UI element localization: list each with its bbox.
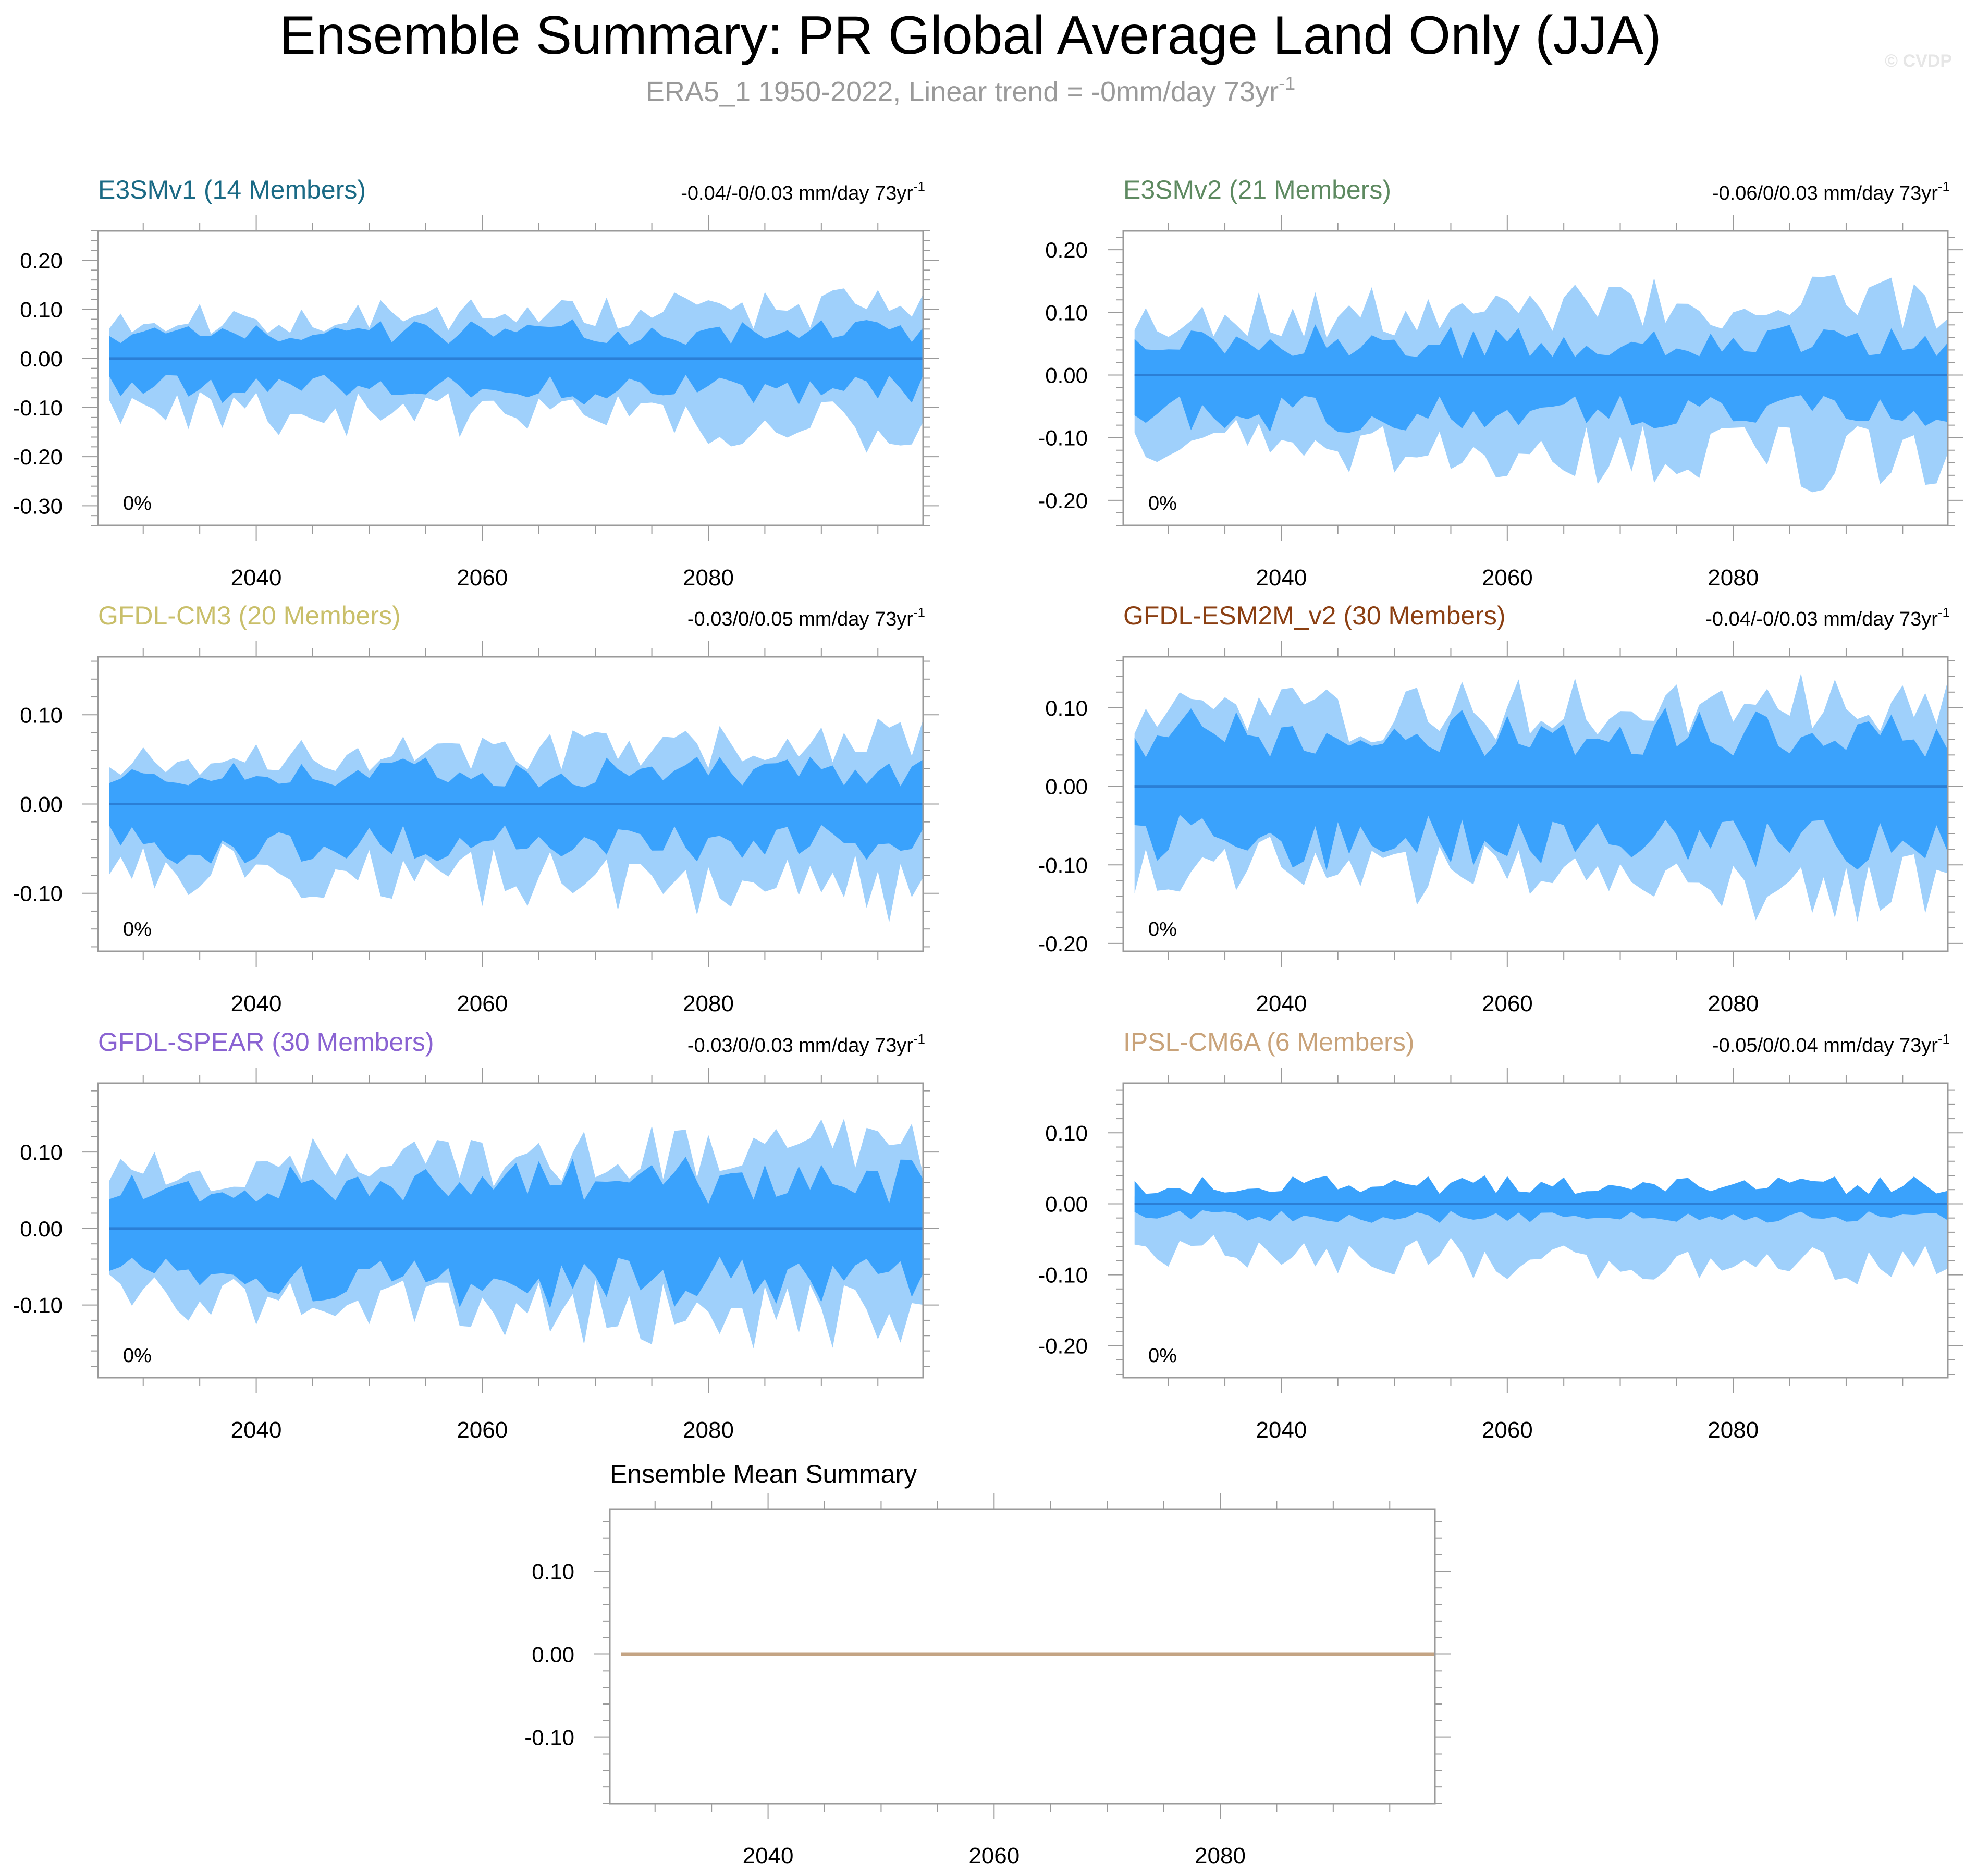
- figure-subtitle-sup: -1: [1279, 72, 1295, 94]
- y-tick-label: -0.20: [1038, 488, 1088, 513]
- panel-3: GFDL-ESM2M_v2 (30 Members) -0.04/-0/0.03 …: [1038, 601, 1963, 1016]
- x-tick-label: 2040: [1256, 991, 1307, 1016]
- x-tick-label: 2080: [1708, 565, 1759, 591]
- inner-range-band: [1134, 707, 1948, 871]
- x-tick-label: 2060: [968, 1843, 1020, 1869]
- panel-trend: -0.04/-0/0.03 mm/day 73yr-1: [681, 179, 925, 204]
- y-tick-label: -0.20: [13, 445, 63, 469]
- panel-title: GFDL-CM3 (20 Members): [98, 601, 401, 630]
- y-tick-label: 0.00: [1045, 775, 1088, 799]
- panel-2: GFDL-CM3 (20 Members) -0.03/0/0.05 mm/day…: [13, 601, 939, 1016]
- plot-frame: [97, 1082, 924, 1379]
- x-tick-label: 2080: [683, 565, 734, 591]
- percent-label: 0%: [123, 918, 152, 940]
- inner-range-band: [109, 756, 923, 864]
- y-tick-label: 0.10: [1045, 300, 1088, 325]
- panel-title: E3SMv1 (14 Members): [98, 175, 366, 204]
- plot-frame: [1122, 230, 1949, 526]
- y-tick-label: 0.10: [20, 1140, 63, 1164]
- y-tick-label: -0.30: [13, 494, 63, 518]
- y-tick-label: -0.10: [1038, 1263, 1088, 1288]
- panel-title: GFDL-SPEAR (30 Members): [98, 1027, 434, 1057]
- panel-1: E3SMv2 (21 Members) -0.06/0/0.03 mm/day 7…: [1038, 175, 1963, 591]
- percent-label: 0%: [1148, 1345, 1177, 1367]
- figure-title: Ensemble Summary: PR Global Average Land…: [279, 5, 1661, 66]
- y-tick-label: 0.10: [532, 1559, 574, 1584]
- inner-range-band: [109, 1157, 923, 1309]
- y-tick-label: -0.10: [13, 396, 63, 420]
- x-tick-label: 2060: [457, 565, 508, 591]
- watermark: © CVDP: [1885, 51, 1952, 71]
- y-tick-label: -0.20: [1038, 1334, 1088, 1358]
- percent-label: 0%: [1148, 493, 1177, 514]
- x-tick-label: 2040: [231, 1417, 282, 1443]
- panel-4: GFDL-SPEAR (30 Members) -0.03/0/0.03 mm/d…: [13, 1027, 939, 1443]
- panel-6: Ensemble Mean Summary 2040 2060 2080 0.10 0.0…: [524, 1460, 1451, 1869]
- y-tick-label: -0.20: [1038, 931, 1088, 956]
- x-tick-label: 2060: [457, 991, 508, 1016]
- plot-frame: [609, 1508, 1436, 1805]
- y-tick-label: -0.10: [1038, 853, 1088, 877]
- x-tick-label: 2080: [683, 1417, 734, 1443]
- panel-title: Ensemble Mean Summary: [610, 1460, 917, 1489]
- y-tick-label: 0.10: [20, 703, 63, 727]
- percent-label: 0%: [123, 493, 152, 514]
- x-tick-label: 2040: [1256, 565, 1307, 591]
- y-tick-label: 0.10: [1045, 1121, 1088, 1145]
- percent-label: 0%: [1148, 918, 1177, 940]
- panel-0: E3SMv1 (14 Members) -0.04/-0/0.03 mm/day …: [13, 175, 939, 591]
- inner-range-band: [1134, 324, 1948, 433]
- y-tick-label: -0.10: [13, 1293, 63, 1318]
- plot-frame: [1122, 656, 1949, 952]
- panel-5: IPSL-CM6A (6 Members) -0.05/0/0.04 mm/day…: [1038, 1027, 1963, 1443]
- percent-label: 0%: [123, 1345, 152, 1367]
- y-tick-label: 0.00: [20, 347, 63, 371]
- x-tick-label: 2040: [743, 1843, 794, 1869]
- x-tick-label: 2040: [231, 565, 282, 591]
- panel-trend: -0.03/0/0.03 mm/day 73yr-1: [687, 1031, 925, 1057]
- figure-subtitle: ERA5_1 1950-2022, Linear trend = -0mm/da…: [646, 72, 1295, 107]
- y-tick-label: 0.00: [1045, 1192, 1088, 1216]
- x-tick-label: 2040: [1256, 1417, 1307, 1443]
- x-tick-label: 2080: [1708, 1417, 1759, 1443]
- x-tick-label: 2060: [1482, 565, 1533, 591]
- y-tick-label: -0.10: [524, 1725, 574, 1750]
- y-tick-label: 0.00: [1045, 363, 1088, 387]
- panel-title: E3SMv2 (21 Members): [1123, 175, 1391, 204]
- x-tick-label: 2060: [1482, 1417, 1533, 1443]
- y-tick-label: -0.10: [1038, 426, 1088, 450]
- y-tick-label: 0.20: [20, 249, 63, 273]
- y-tick-label: 0.10: [1045, 696, 1088, 720]
- inner-range-band: [109, 319, 923, 405]
- panel-trend: -0.04/-0/0.03 mm/day 73yr-1: [1705, 605, 1950, 630]
- x-tick-label: 2040: [231, 991, 282, 1016]
- plot-frame: [1122, 1082, 1949, 1379]
- x-tick-label: 2080: [683, 991, 734, 1016]
- panel-title: IPSL-CM6A (6 Members): [1123, 1027, 1414, 1057]
- y-tick-label: 0.10: [20, 298, 63, 322]
- y-tick-label: -0.10: [13, 881, 63, 906]
- x-tick-label: 2060: [457, 1417, 508, 1443]
- inner-range-band: [1134, 1175, 1948, 1223]
- panel-trend: -0.03/0/0.05 mm/day 73yr-1: [687, 605, 925, 630]
- x-tick-label: 2060: [1482, 991, 1533, 1016]
- x-tick-label: 2080: [1708, 991, 1759, 1016]
- panel-title: GFDL-ESM2M_v2 (30 Members): [1123, 601, 1506, 630]
- y-tick-label: 0.20: [1045, 238, 1088, 262]
- panel-trend: -0.06/0/0.03 mm/day 73yr-1: [1712, 179, 1950, 204]
- y-tick-label: 0.00: [20, 792, 63, 817]
- panels: E3SMv1 (14 Members) -0.04/-0/0.03 mm/day …: [13, 175, 1963, 1869]
- y-tick-label: 0.00: [532, 1642, 574, 1667]
- panel-trend: -0.05/0/0.04 mm/day 73yr-1: [1712, 1031, 1950, 1057]
- y-tick-label: 0.00: [20, 1217, 63, 1241]
- x-tick-label: 2080: [1195, 1843, 1246, 1869]
